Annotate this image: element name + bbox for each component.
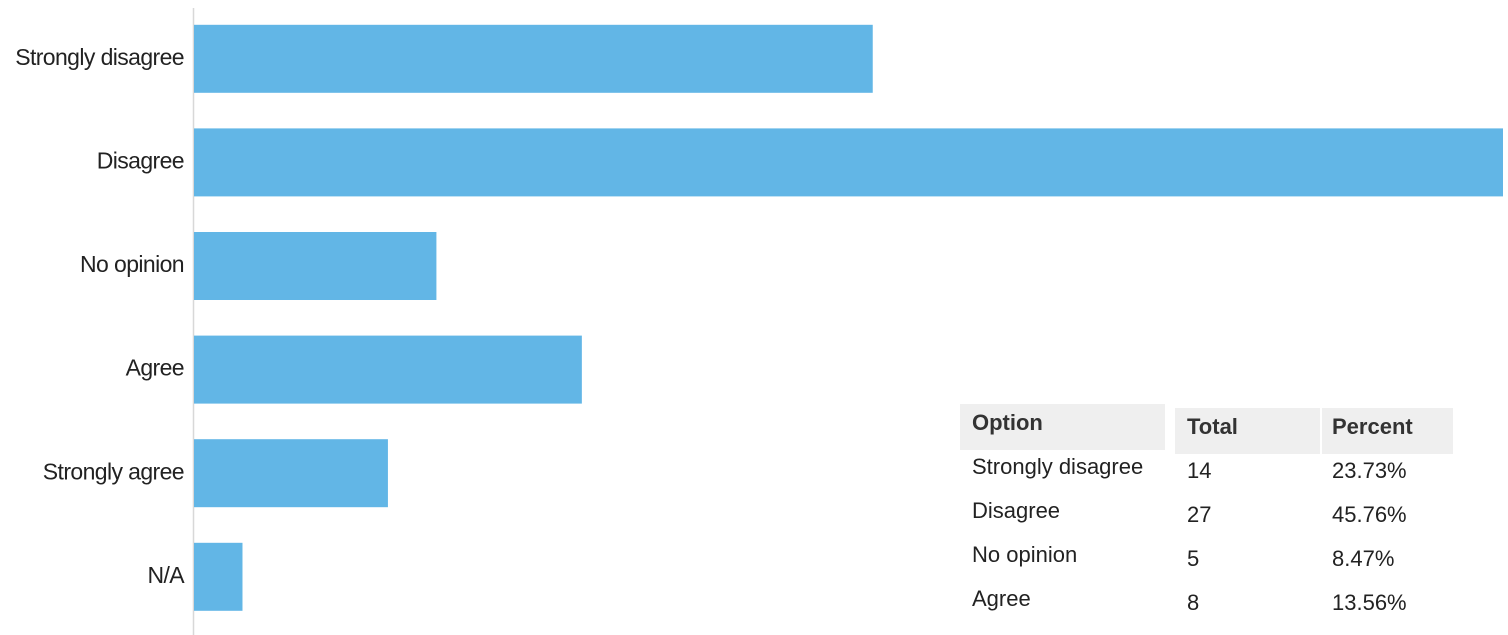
y-tick-label: Strongly agree xyxy=(43,458,184,484)
table-cell: 45.76% xyxy=(1332,502,1407,527)
table-header: Total xyxy=(1187,414,1238,439)
table-header-bg xyxy=(960,404,1165,450)
y-tick-label: Agree xyxy=(126,355,184,381)
bar xyxy=(194,439,388,508)
table-header: Option xyxy=(972,410,1043,435)
table-cell: Strongly disagree xyxy=(972,454,1143,479)
table-cell: 5 xyxy=(1187,546,1199,571)
y-tick-label: No opinion xyxy=(80,251,184,277)
table-cell: Agree xyxy=(972,586,1031,611)
y-tick-label: Disagree xyxy=(97,147,184,173)
table-cell: 23.73% xyxy=(1332,458,1407,483)
table-cell: 8.47% xyxy=(1332,546,1394,571)
table-cell: 13.56% xyxy=(1332,590,1407,615)
bar xyxy=(194,232,437,300)
table-cell: Disagree xyxy=(972,498,1060,523)
table-header-bg xyxy=(1175,408,1453,454)
bar xyxy=(194,24,873,93)
bar xyxy=(194,542,243,611)
table-cell: 27 xyxy=(1187,502,1211,527)
y-tick-label: N/A xyxy=(147,562,185,588)
bar xyxy=(194,335,582,404)
table-cell: 8 xyxy=(1187,590,1199,615)
table-header: Percent xyxy=(1332,414,1413,439)
bar xyxy=(194,128,1503,197)
table-cell: 14 xyxy=(1187,458,1211,483)
table-cell: No opinion xyxy=(972,542,1077,567)
y-tick-label: Strongly disagree xyxy=(15,44,184,70)
